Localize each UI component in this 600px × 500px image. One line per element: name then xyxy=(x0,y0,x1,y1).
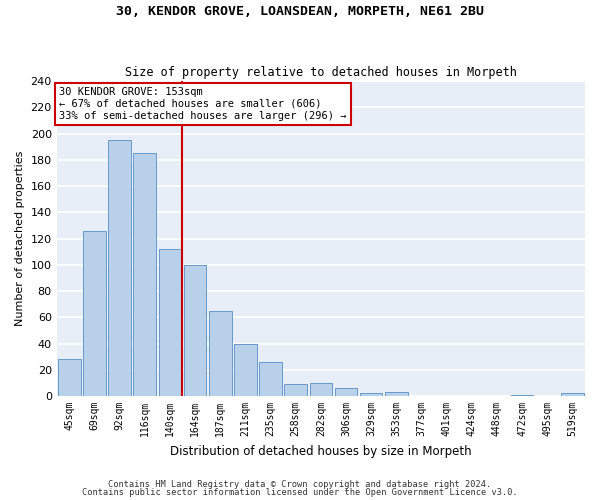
Bar xyxy=(335,388,358,396)
Bar xyxy=(360,394,382,396)
Bar xyxy=(209,310,232,396)
Bar xyxy=(184,265,206,396)
X-axis label: Distribution of detached houses by size in Morpeth: Distribution of detached houses by size … xyxy=(170,444,472,458)
Bar xyxy=(234,344,257,396)
Bar xyxy=(561,394,584,396)
Bar xyxy=(385,392,407,396)
Bar xyxy=(259,362,282,396)
Bar xyxy=(511,394,533,396)
Bar xyxy=(58,360,80,396)
Text: 30 KENDOR GROVE: 153sqm
← 67% of detached houses are smaller (606)
33% of semi-d: 30 KENDOR GROVE: 153sqm ← 67% of detache… xyxy=(59,88,347,120)
Title: Size of property relative to detached houses in Morpeth: Size of property relative to detached ho… xyxy=(125,66,517,78)
Bar xyxy=(310,383,332,396)
Bar xyxy=(83,230,106,396)
Text: 30, KENDOR GROVE, LOANSDEAN, MORPETH, NE61 2BU: 30, KENDOR GROVE, LOANSDEAN, MORPETH, NE… xyxy=(116,5,484,18)
Bar xyxy=(133,153,156,396)
Bar xyxy=(284,384,307,396)
Y-axis label: Number of detached properties: Number of detached properties xyxy=(15,151,25,326)
Bar xyxy=(108,140,131,396)
Text: Contains HM Land Registry data © Crown copyright and database right 2024.: Contains HM Land Registry data © Crown c… xyxy=(109,480,491,489)
Text: Contains public sector information licensed under the Open Government Licence v3: Contains public sector information licen… xyxy=(82,488,518,497)
Bar xyxy=(158,249,181,396)
